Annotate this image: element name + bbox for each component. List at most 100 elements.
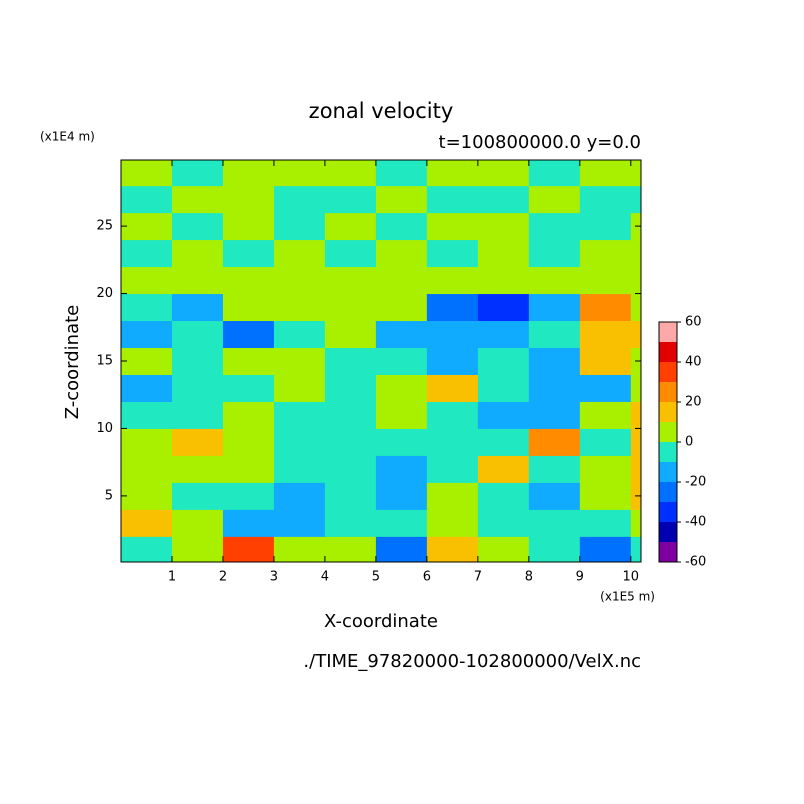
contour-cell [273,455,326,483]
contour-cell [273,347,326,375]
contour-cell [273,428,326,456]
contour-cell [426,239,479,268]
y-axis-label: Z-coordinate [62,305,83,420]
contour-cell [222,455,275,483]
contour-cell [171,455,224,483]
contour-cell [579,428,632,456]
colorbar-tick-label: 0 [685,435,693,450]
contour-cell [630,455,642,483]
contour-cell [171,482,224,510]
contour-cell [528,239,581,268]
contour-cell [324,347,377,375]
contour-cell [426,266,479,295]
contour-cell [171,347,224,375]
contour-cell [630,374,642,402]
contour-cell [579,455,632,483]
contour-cell [630,185,642,214]
contour-cell [426,401,479,429]
contour-cell [528,266,581,295]
contour-cell [375,455,428,483]
chart-title: zonal velocity [309,99,454,123]
contour-cell [630,160,642,187]
x-tick-label: 9 [576,570,584,585]
contour-cell [579,266,632,295]
contour-cell [375,509,428,537]
contour-cell [171,428,224,456]
contour-cell [222,160,275,187]
contour-cell [477,374,530,402]
contour-cell [426,455,479,483]
colorbar-swatch [659,342,677,362]
y-tick-label: 15 [96,354,113,369]
contour-cell [222,428,275,456]
contour-cell [222,320,275,349]
contour-cell [273,293,326,322]
contour-cell [171,374,224,402]
contour-cell [375,536,428,563]
contour-cell [375,401,428,429]
chart-subtitle: t=100800000.0 y=0.0 [439,132,641,153]
contour-cell [222,374,275,402]
contour-cell [324,293,377,322]
contour-cell [426,212,479,241]
colorbar-swatch [659,542,677,562]
y-tick-label: 5 [105,488,113,503]
y-unit: (x1E4 m) [40,130,95,144]
contour-cell [324,239,377,268]
contour-cell [528,455,581,483]
contour-cell [630,320,642,349]
contour-cell [579,536,632,563]
contour-cell [222,536,275,563]
contour-cell [579,185,632,214]
contour-cell [477,401,530,429]
contour-cell [121,320,173,349]
contour-cell [121,428,173,456]
colorbar-swatch [659,322,677,342]
contour-cell [477,185,530,214]
contour-cell [477,482,530,510]
colorbar-tick-label: 20 [685,395,702,410]
contour-cell [222,401,275,429]
contour-cell [121,455,173,483]
contour-cell [324,320,377,349]
contour-cell [121,509,173,537]
x-tick-label: 10 [623,570,640,585]
x-axis-label: X-coordinate [324,611,438,632]
x-tick-label: 5 [372,570,380,585]
y-tick-label: 25 [96,219,113,234]
contour-cell [375,212,428,241]
contour-cell [477,160,530,187]
contour-cell [579,509,632,537]
contour-cell [477,293,530,322]
contour-cell [477,455,530,483]
contour-cell [171,239,224,268]
contour-cell [630,536,642,563]
contour-cell [528,536,581,563]
contour-cell [630,293,642,322]
contour-cell [375,293,428,322]
colorbar-swatch [659,362,677,382]
contour-cell [426,320,479,349]
y-tick-label: 10 [96,421,113,436]
colorbar-swatch [659,462,677,482]
contour-cell [222,212,275,241]
contour-cell [324,455,377,483]
contour-cell [324,266,377,295]
colorbar-tick-label: 60 [685,315,702,330]
contour-cell [579,320,632,349]
footer: ./TIME_97820000-102800000/VelX.nc [303,651,641,672]
contour-cell [222,266,275,295]
contour-cell [121,536,173,563]
contour-cell [579,374,632,402]
contour-cell [121,185,173,214]
contour-cell [477,266,530,295]
colorbar-swatch [659,482,677,502]
colorbar-tick-label: -60 [685,555,706,570]
colorbar-tick-label: 40 [685,355,702,370]
contour-cell [477,428,530,456]
x-tick-label: 2 [219,570,227,585]
contour-cell [273,185,326,214]
colorbar-swatch [659,422,677,442]
contour-cell [324,212,377,241]
contour-cell [528,509,581,537]
